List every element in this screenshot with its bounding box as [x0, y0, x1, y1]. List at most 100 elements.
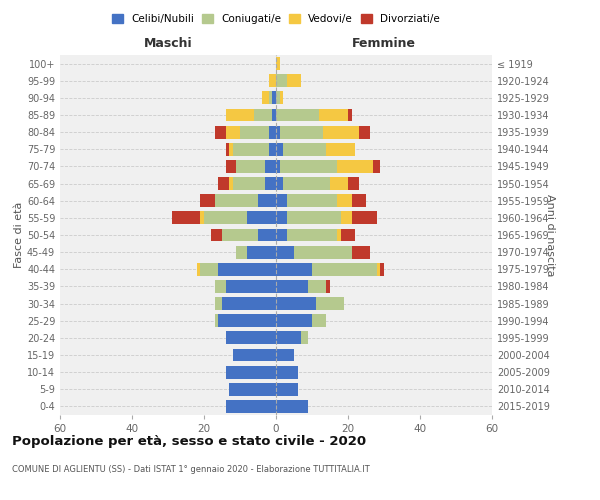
Bar	[276, 108, 319, 122]
Bar	[229, 383, 276, 396]
Bar	[215, 194, 258, 207]
Bar	[352, 212, 377, 224]
Bar	[326, 280, 330, 293]
Bar	[233, 177, 265, 190]
Bar	[229, 177, 233, 190]
Bar	[276, 400, 308, 413]
Bar	[262, 92, 269, 104]
Bar	[265, 160, 276, 173]
Bar	[229, 143, 233, 156]
Bar	[276, 160, 280, 173]
Y-axis label: Anni di nascita: Anni di nascita	[545, 194, 555, 276]
Bar	[215, 126, 226, 138]
Text: COMUNE DI AGLIENTU (SS) - Dati ISTAT 1° gennaio 2020 - Elaborazione TUTTITALIA.I: COMUNE DI AGLIENTU (SS) - Dati ISTAT 1° …	[12, 465, 370, 474]
Bar	[233, 348, 276, 362]
Bar	[280, 160, 337, 173]
Bar	[319, 108, 348, 122]
Bar	[276, 297, 316, 310]
Bar	[308, 280, 326, 293]
Bar	[276, 246, 294, 258]
Bar	[276, 280, 308, 293]
Bar	[200, 212, 204, 224]
Bar	[172, 212, 200, 224]
Bar	[276, 332, 301, 344]
Bar	[215, 314, 218, 327]
Bar	[377, 263, 380, 276]
Bar	[204, 212, 247, 224]
Bar	[287, 194, 337, 207]
Bar	[337, 228, 341, 241]
Bar	[287, 74, 301, 87]
Bar	[276, 383, 298, 396]
Bar	[272, 108, 276, 122]
Bar	[200, 194, 215, 207]
Bar	[254, 108, 272, 122]
Bar	[373, 160, 380, 173]
Bar	[236, 160, 265, 173]
Bar	[226, 366, 276, 378]
Bar	[197, 263, 200, 276]
Bar	[247, 246, 276, 258]
Bar	[276, 57, 280, 70]
Bar	[280, 92, 283, 104]
Bar	[323, 126, 359, 138]
Bar	[269, 143, 276, 156]
Bar	[226, 126, 240, 138]
Bar	[258, 194, 276, 207]
Bar	[226, 160, 236, 173]
Bar	[269, 92, 272, 104]
Bar	[276, 74, 287, 87]
Bar	[337, 194, 352, 207]
Bar	[265, 177, 276, 190]
Bar	[341, 228, 355, 241]
Bar	[276, 212, 287, 224]
Bar	[218, 314, 276, 327]
Bar	[294, 246, 352, 258]
Bar	[283, 177, 330, 190]
Bar	[218, 263, 276, 276]
Y-axis label: Fasce di età: Fasce di età	[14, 202, 24, 268]
Bar	[352, 246, 370, 258]
Text: Maschi: Maschi	[143, 37, 193, 50]
Bar	[359, 126, 370, 138]
Bar	[348, 108, 352, 122]
Text: Femmine: Femmine	[352, 37, 416, 50]
Bar	[272, 92, 276, 104]
Bar	[211, 228, 222, 241]
Bar	[226, 400, 276, 413]
Bar	[380, 263, 384, 276]
Bar	[233, 143, 269, 156]
Bar	[287, 228, 337, 241]
Bar	[301, 332, 308, 344]
Text: Popolazione per età, sesso e stato civile - 2020: Popolazione per età, sesso e stato civil…	[12, 435, 366, 448]
Bar	[226, 143, 229, 156]
Bar	[326, 143, 355, 156]
Bar	[276, 194, 287, 207]
Bar	[218, 177, 229, 190]
Bar	[200, 263, 218, 276]
Bar	[276, 126, 280, 138]
Bar	[276, 348, 294, 362]
Bar	[236, 246, 247, 258]
Legend: Celibi/Nubili, Coniugati/e, Vedovi/e, Divorziati/e: Celibi/Nubili, Coniugati/e, Vedovi/e, Di…	[108, 10, 444, 29]
Bar	[276, 92, 280, 104]
Bar	[215, 297, 222, 310]
Bar	[337, 160, 373, 173]
Bar	[283, 143, 326, 156]
Bar	[226, 280, 276, 293]
Bar	[222, 228, 258, 241]
Bar	[276, 314, 312, 327]
Bar	[226, 332, 276, 344]
Bar	[312, 314, 326, 327]
Bar	[312, 263, 377, 276]
Bar	[258, 228, 276, 241]
Bar	[287, 212, 341, 224]
Bar	[215, 280, 226, 293]
Bar	[222, 297, 276, 310]
Bar	[280, 126, 323, 138]
Bar	[240, 126, 269, 138]
Bar	[276, 177, 283, 190]
Bar	[276, 143, 283, 156]
Bar	[226, 108, 254, 122]
Bar	[352, 194, 366, 207]
